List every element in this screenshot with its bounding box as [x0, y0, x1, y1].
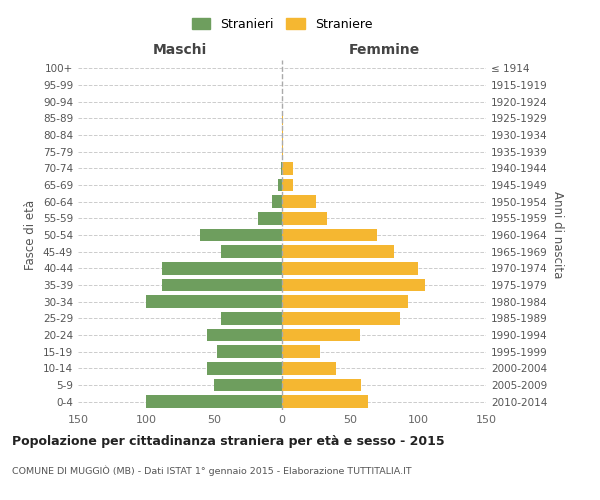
Bar [207, 329, 282, 341]
Bar [146, 296, 282, 308]
Bar [217, 346, 282, 358]
Y-axis label: Anni di nascita: Anni di nascita [551, 192, 564, 278]
Bar [282, 346, 320, 358]
Bar [282, 162, 293, 174]
Bar [257, 212, 282, 224]
Bar [163, 262, 282, 274]
Bar [282, 129, 283, 141]
Bar [282, 379, 361, 391]
Text: Popolazione per cittadinanza straniera per età e sesso - 2015: Popolazione per cittadinanza straniera p… [12, 435, 445, 448]
Bar [282, 262, 418, 274]
Bar [282, 112, 283, 124]
Bar [200, 229, 282, 241]
Bar [221, 312, 282, 324]
Bar [214, 379, 282, 391]
Bar [282, 362, 337, 374]
Legend: Stranieri, Straniere: Stranieri, Straniere [188, 14, 376, 34]
Bar [272, 196, 282, 208]
Text: COMUNE DI MUGGIÒ (MB) - Dati ISTAT 1° gennaio 2015 - Elaborazione TUTTITALIA.IT: COMUNE DI MUGGIÒ (MB) - Dati ISTAT 1° ge… [12, 465, 412, 475]
Bar [282, 246, 394, 258]
Bar [282, 279, 425, 291]
Bar [282, 396, 368, 408]
Bar [163, 279, 282, 291]
Bar [278, 179, 282, 192]
Bar [282, 196, 316, 208]
Bar [281, 162, 282, 174]
Bar [207, 362, 282, 374]
Bar [282, 146, 283, 158]
Bar [282, 179, 293, 192]
Bar [282, 329, 359, 341]
Bar [282, 312, 400, 324]
Bar [146, 396, 282, 408]
Bar [282, 296, 409, 308]
Text: Femmine: Femmine [349, 42, 419, 56]
Bar [282, 212, 327, 224]
Bar [282, 229, 377, 241]
Bar [221, 246, 282, 258]
Y-axis label: Fasce di età: Fasce di età [25, 200, 37, 270]
Text: Maschi: Maschi [153, 42, 207, 56]
